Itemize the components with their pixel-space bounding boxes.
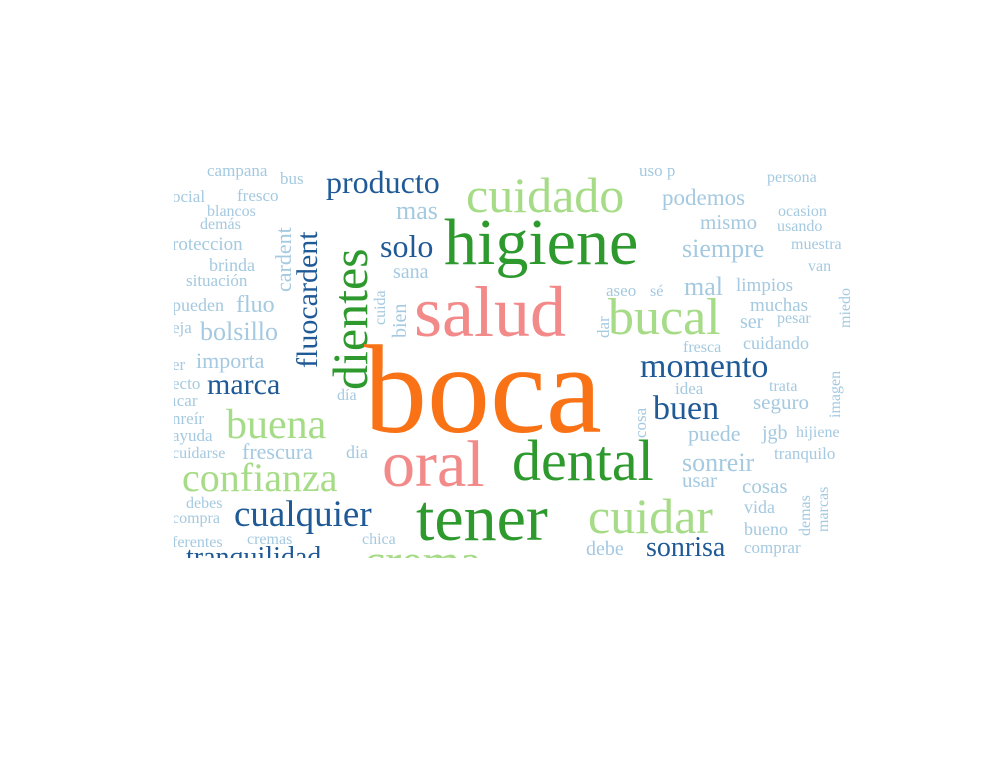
word-pesar: pesar xyxy=(777,310,811,327)
word-cosas: cosas xyxy=(742,474,788,498)
word-demas: demas xyxy=(797,495,814,536)
word-mismo: mismo xyxy=(700,210,758,234)
word-debes: debes xyxy=(186,495,223,512)
word-bueno: bueno xyxy=(744,519,788,539)
word-mal: mal xyxy=(684,272,723,301)
word-hijiene: hijiene xyxy=(796,424,840,441)
word-miedo: miedo xyxy=(837,288,854,328)
word-dia: dia xyxy=(346,442,368,462)
word-podemos: podemos xyxy=(662,185,746,210)
word-cuidando: cuidando xyxy=(743,333,809,353)
word-compra: compra xyxy=(174,510,220,527)
word-debe: debe xyxy=(586,538,624,558)
word-fluocardent: fluocardent xyxy=(291,231,324,368)
word-boca: boca xyxy=(364,321,602,460)
word-siempre: siempre xyxy=(682,234,765,263)
word-trata: trata xyxy=(769,378,798,395)
word-bolsillo: bolsillo xyxy=(200,317,279,346)
word-buen: buen xyxy=(653,390,720,427)
word-fresco: fresco xyxy=(237,186,279,205)
word-importa: importa xyxy=(196,348,265,373)
word-blancos: blancos xyxy=(207,203,256,220)
word-mas: mas xyxy=(396,196,438,225)
word-cremas: cremas xyxy=(247,531,293,548)
word-fluo: fluo xyxy=(236,292,275,318)
word-proteccion: roteccion xyxy=(174,234,243,255)
word-cuidarse: cuidarse xyxy=(174,445,226,462)
word-campana: campaña xyxy=(207,168,268,180)
word-vida: vida xyxy=(744,497,775,517)
word-solo: solo xyxy=(380,228,434,264)
word-salud: salud xyxy=(414,272,566,352)
word-muestra: muestra xyxy=(791,236,842,253)
word-pueden: pueden xyxy=(174,295,224,315)
word-oral: oral xyxy=(382,428,485,501)
word-cuidado: cuidado xyxy=(466,168,625,223)
word-seguro: seguro xyxy=(753,390,809,414)
word-aseo: aseo xyxy=(606,281,637,300)
word-frescura: frescura xyxy=(242,439,313,464)
word-ayuda: ayuda xyxy=(174,426,213,445)
word-situacion: situación xyxy=(186,271,248,290)
word-bucal: bucal xyxy=(608,289,721,346)
word-ser: ser xyxy=(740,311,764,333)
word-brinda: brinda xyxy=(209,255,255,275)
word-limpios: limpios xyxy=(736,275,794,296)
word-social: ocial xyxy=(174,187,206,206)
word-sana: sana xyxy=(393,261,429,283)
word-tener: tener xyxy=(416,482,548,555)
word-efecto: ecto xyxy=(174,374,201,393)
word-confianza: confianza xyxy=(182,455,338,500)
word-comprar: comprar xyxy=(744,538,801,557)
word-tranquilo: tranquilo xyxy=(774,444,836,463)
word-cualquier: cualquier xyxy=(234,494,372,535)
word-se: sé xyxy=(650,283,664,300)
word-uso: uso p xyxy=(639,168,676,180)
word-crema: crema xyxy=(364,538,481,559)
word-van: van xyxy=(808,258,832,275)
word-puede: puede xyxy=(688,421,741,446)
word-persona: persona xyxy=(767,169,817,186)
word-jgb: jgb xyxy=(762,422,788,444)
word-sonreir: sonreir xyxy=(682,448,755,477)
word-cosa: cosa xyxy=(631,407,650,438)
word-dia2: día xyxy=(337,387,357,404)
word-demas2: demás xyxy=(200,216,241,233)
word-higiene: higiene xyxy=(444,206,639,279)
word-chica: chica xyxy=(362,531,396,548)
word-muchas: muchas xyxy=(750,295,809,316)
word-bus: bus xyxy=(280,169,304,188)
word-marca: marca xyxy=(207,368,281,401)
word-producto: producto xyxy=(326,168,440,200)
word-buscar: ıcar xyxy=(174,391,198,410)
word-cloud: campaña bus uso p persona ocial fresco b… xyxy=(174,168,856,558)
word-idea: idea xyxy=(675,379,704,398)
word-ocasion: ocasion xyxy=(778,203,827,220)
word-cuidar: cuidar xyxy=(588,488,713,544)
word-momento: momento xyxy=(640,348,769,385)
word-sonreir2: nreír xyxy=(174,409,205,428)
word-marcas: marcas xyxy=(815,486,832,532)
word-diferentes: ferentes xyxy=(174,534,223,551)
word-tranquilidad: tranquilidad xyxy=(186,542,322,559)
word-fresca: fresca xyxy=(683,339,722,356)
word-buena: buena xyxy=(226,402,327,448)
word-sonrisa: sonrisa xyxy=(646,532,726,559)
word-imagen: imagen xyxy=(827,370,844,418)
word-ver: er xyxy=(174,355,186,374)
word-usando: usando xyxy=(777,218,823,235)
word-cuida: cuida xyxy=(372,290,389,325)
word-usar: usar xyxy=(682,468,717,492)
word-dental: dental xyxy=(512,428,654,493)
word-deja: eja xyxy=(174,318,192,337)
